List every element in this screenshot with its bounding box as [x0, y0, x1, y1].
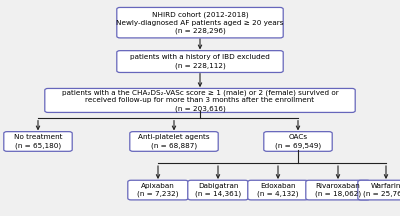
Text: Dabigatran
(n = 14,361): Dabigatran (n = 14,361) [195, 183, 241, 197]
FancyBboxPatch shape [4, 132, 72, 151]
Text: Rivaroxaban
(n = 18,062): Rivaroxaban (n = 18,062) [315, 183, 361, 197]
Text: patients with a history of IBD excluded
(n = 228,112): patients with a history of IBD excluded … [130, 54, 270, 69]
FancyBboxPatch shape [128, 180, 188, 200]
Text: Edoxaban
(n = 4,132): Edoxaban (n = 4,132) [257, 183, 299, 197]
FancyBboxPatch shape [117, 8, 283, 38]
FancyBboxPatch shape [306, 180, 370, 200]
Text: Apixaban
(n = 7,232): Apixaban (n = 7,232) [137, 183, 179, 197]
Text: OACs
(n = 69,549): OACs (n = 69,549) [275, 134, 321, 149]
Text: No treatment
(n = 65,180): No treatment (n = 65,180) [14, 134, 62, 149]
Text: Anti-platelet agents
(n = 68,887): Anti-platelet agents (n = 68,887) [138, 134, 210, 149]
Text: Warfarin
(n = 25,762): Warfarin (n = 25,762) [363, 183, 400, 197]
FancyBboxPatch shape [130, 132, 218, 151]
FancyBboxPatch shape [117, 51, 283, 73]
FancyBboxPatch shape [248, 180, 308, 200]
FancyBboxPatch shape [188, 180, 248, 200]
FancyBboxPatch shape [358, 180, 400, 200]
Text: NHIRD cohort (2012-2018)
Newly-diagnosed AF patients aged ≥ 20 years
(n = 228,29: NHIRD cohort (2012-2018) Newly-diagnosed… [116, 11, 284, 34]
Text: patients with a the CHA₂DS₂-VASc score ≥ 1 (male) or 2 (female) survived or
rece: patients with a the CHA₂DS₂-VASc score ≥… [62, 89, 338, 112]
FancyBboxPatch shape [264, 132, 332, 151]
FancyBboxPatch shape [45, 89, 355, 112]
